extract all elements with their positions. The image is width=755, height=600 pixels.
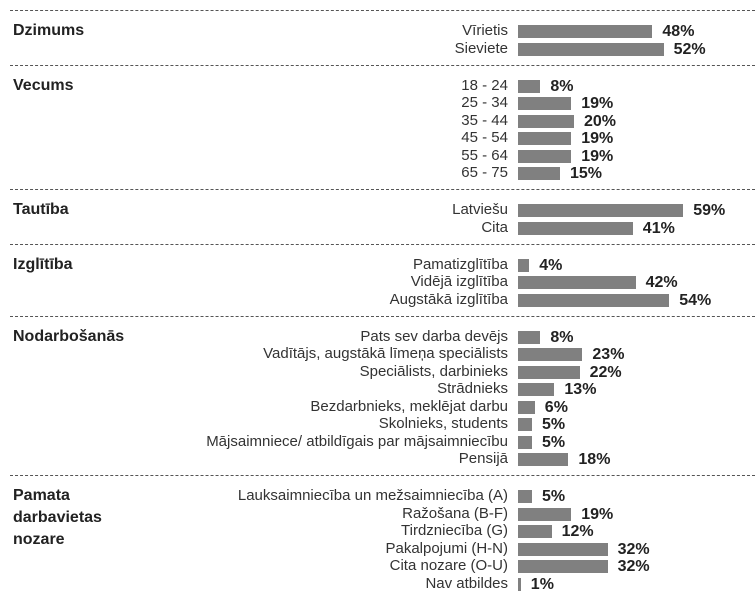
bar (518, 97, 572, 110)
bar (518, 560, 608, 573)
bar (518, 507, 572, 521)
category-label: 55 - 64 (461, 146, 508, 164)
value-label: 22% (589, 363, 622, 381)
section-title: Izglītība (13, 255, 73, 273)
value-label: 32% (617, 558, 650, 575)
value-label: 5% (542, 416, 566, 433)
bar (518, 114, 574, 128)
category-label: Tirdzniecība (G) (401, 522, 508, 539)
value-label: 19% (581, 130, 614, 147)
bar (518, 79, 541, 93)
value-label: 19% (581, 95, 614, 112)
value-label: 20% (584, 112, 617, 130)
category-label: Bezdarbnieks, meklējat darbu (310, 397, 508, 415)
value-label: 42% (645, 274, 678, 291)
value-label: 19% (581, 505, 614, 523)
category-label: Vidējā izglītība (410, 273, 508, 290)
category-label: 35 - 44 (461, 111, 508, 129)
category-label: Vadītājs, augstākā līmeņa speciālists (263, 345, 508, 362)
value-label: 13% (564, 381, 597, 398)
category-label: Augstākā izglītība (389, 290, 508, 308)
category-label: Cita (481, 218, 508, 236)
category-label: Lauksaimniecība un mežsaimniecība (A) (237, 487, 508, 504)
value-label: 5% (542, 488, 566, 505)
separator (10, 10, 755, 11)
category-label: Skolnieks, students (378, 415, 508, 432)
category-label: 45 - 54 (461, 129, 508, 146)
section-title: Tautība (13, 201, 69, 218)
bar (518, 167, 560, 180)
value-label: 1% (530, 575, 554, 593)
separator (10, 64, 755, 66)
section-title: Dzimums (13, 22, 85, 39)
bar (518, 42, 664, 56)
separator (10, 243, 755, 245)
value-label: 6% (544, 398, 568, 416)
bar (518, 383, 555, 396)
bar (518, 577, 521, 591)
value-label: 19% (581, 147, 614, 165)
bar (518, 525, 552, 538)
value-label: 5% (542, 433, 566, 451)
value-label: 52% (673, 40, 706, 58)
category-label: Pakalpojumi (H-N) (385, 539, 508, 557)
separator (10, 315, 755, 317)
value-label: 23% (592, 346, 625, 363)
category-label: Speciālists, darbinieks (359, 362, 508, 380)
value-label: 4% (539, 256, 563, 274)
value-label: 59% (693, 202, 726, 219)
separator (10, 189, 755, 190)
bar (518, 418, 532, 431)
value-label: 32% (617, 540, 650, 558)
value-label: 54% (679, 291, 712, 309)
category-label: Nav atbildes (425, 574, 508, 592)
value-label: 15% (570, 165, 603, 182)
bar (518, 149, 572, 163)
section-title: Vecums (13, 76, 74, 94)
category-label: Pensijā (458, 450, 508, 467)
bar (518, 204, 684, 217)
bar (518, 221, 633, 235)
bar (518, 453, 569, 466)
separator (10, 475, 755, 476)
category-label: Pamatizglītība (412, 255, 508, 273)
category-label: Pats sev darba devējs (360, 327, 508, 345)
category-label: Strādnieks (437, 380, 508, 397)
bar (518, 542, 608, 556)
section-title: Pamata darbavietas nozare (13, 487, 102, 548)
bar (518, 276, 636, 289)
value-label: 41% (642, 219, 675, 237)
value-label: 8% (550, 77, 574, 95)
category-label: Mājsaimniece/ atbildīgais par mājsaimnie… (206, 432, 508, 450)
category-label: Vīrietis (462, 22, 508, 39)
value-label: 12% (561, 523, 594, 540)
category-label: 65 - 75 (461, 164, 508, 181)
category-label: 25 - 34 (461, 94, 508, 111)
bar (518, 435, 532, 449)
bar (518, 400, 535, 414)
bar (518, 365, 580, 379)
bar (518, 25, 653, 38)
section-title: Nodarbošanās (13, 327, 125, 345)
category-label: Ražošana (B-F) (402, 504, 508, 522)
category-label: 18 - 24 (461, 76, 508, 94)
bar (518, 258, 530, 272)
bar (518, 293, 670, 307)
category-label: Sieviete (454, 39, 508, 57)
bar (518, 330, 541, 344)
value-label: 48% (662, 23, 695, 40)
bar (518, 348, 583, 361)
bar (518, 490, 532, 503)
bar (518, 132, 572, 145)
value-label: 18% (578, 451, 611, 468)
value-label: 8% (550, 328, 574, 346)
category-label: Latviešu (452, 201, 508, 218)
category-label: Cita nozare (O-U) (389, 557, 508, 574)
